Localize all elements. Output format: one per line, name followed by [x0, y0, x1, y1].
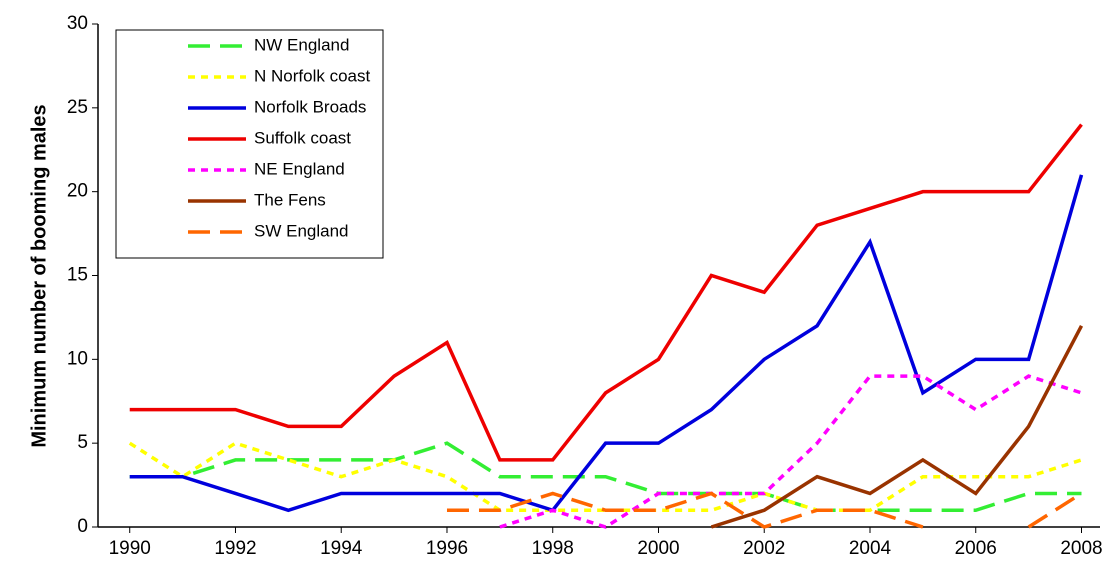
legend-item: The Fens — [188, 190, 326, 209]
x-tick-label: 1994 — [320, 538, 363, 559]
legend-item: SW England — [188, 221, 349, 240]
legend-label: The Fens — [254, 190, 326, 209]
y-axis-label: Minimum number of booming males — [28, 104, 50, 447]
x-tick-label: 2004 — [849, 538, 892, 559]
legend-item: Suffolk coast — [188, 128, 351, 147]
legend-label: NE England — [254, 159, 345, 178]
x-tick-label: 1992 — [214, 538, 256, 559]
legend-item: NE England — [188, 159, 345, 178]
series-line — [710, 324, 1084, 529]
legend-label: SW England — [254, 221, 349, 240]
y-tick-label: 30 — [67, 13, 88, 34]
legend-label: N Norfolk coast — [254, 66, 370, 85]
x-tick-label: 1998 — [532, 538, 574, 559]
y-tick-label: 25 — [67, 97, 88, 118]
y-tick-label: 20 — [67, 181, 88, 202]
y-tick-label: 5 — [77, 432, 88, 453]
y-tick-label: 0 — [77, 516, 88, 537]
series-line — [129, 174, 1084, 513]
legend-item: Norfolk Broads — [188, 97, 366, 116]
x-tick-label: 1996 — [426, 538, 468, 559]
y-tick-label: 10 — [67, 348, 88, 369]
series-line — [129, 123, 1083, 462]
legend-box — [115, 29, 384, 259]
series-line — [128, 441, 1083, 512]
legend-item: N Norfolk coast — [188, 66, 370, 85]
legend-item: NW England — [188, 35, 349, 54]
x-tick-label: 2002 — [743, 538, 785, 559]
y-tick-label: 15 — [67, 265, 88, 286]
series-line — [446, 491, 1083, 529]
x-tick-label: 2000 — [637, 538, 679, 559]
series-line — [129, 441, 1082, 512]
series-line — [499, 374, 1083, 529]
legend-label: Norfolk Broads — [254, 97, 366, 116]
legend-label: Suffolk coast — [254, 128, 351, 147]
x-tick-label: 1990 — [109, 538, 151, 559]
x-tick-label: 2006 — [955, 538, 997, 559]
legend-label: NW England — [254, 35, 349, 54]
x-tick-label: 2008 — [1060, 538, 1102, 559]
